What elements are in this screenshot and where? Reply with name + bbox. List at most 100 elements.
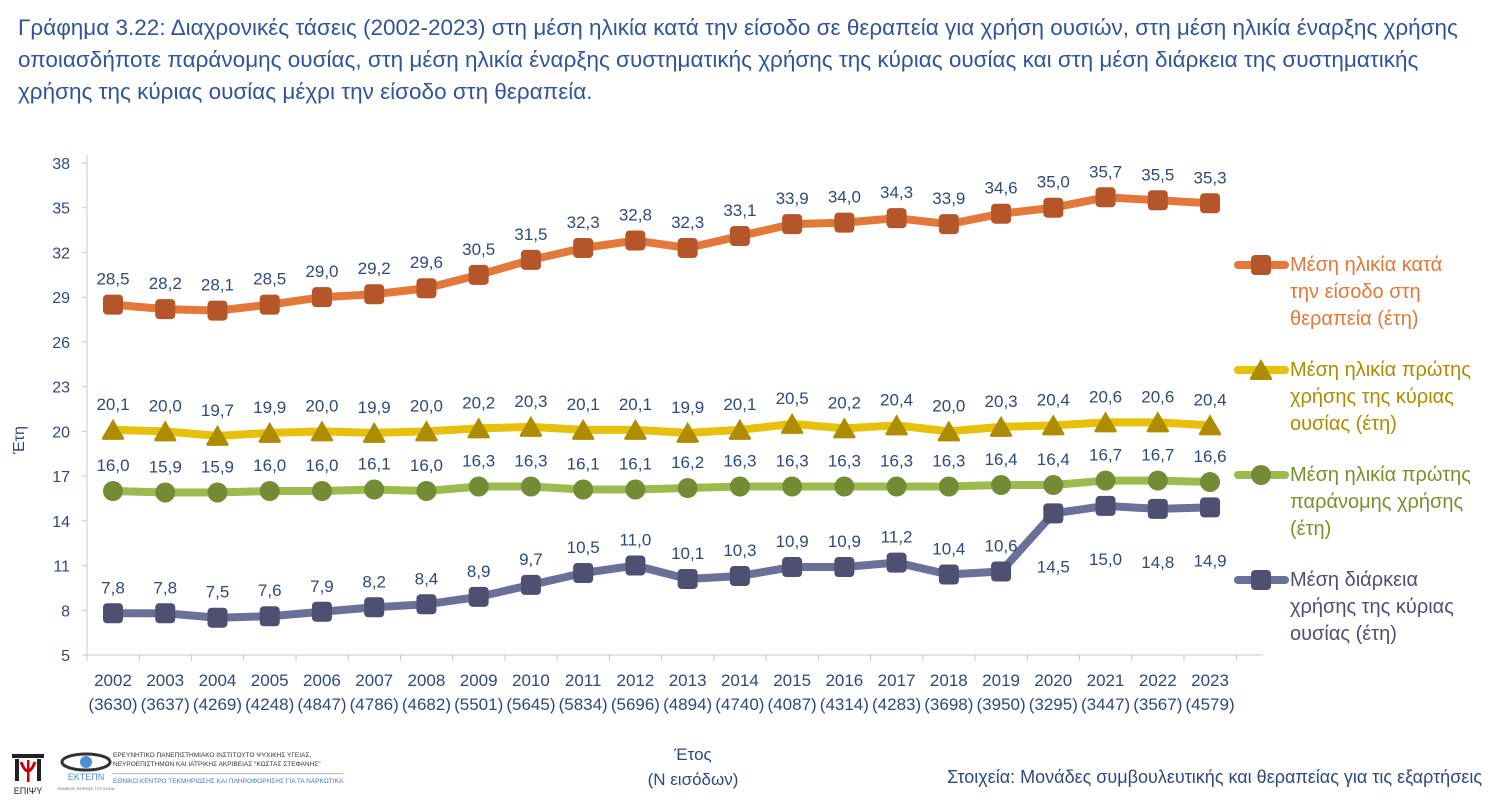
x-tick-label: 2012 <box>616 671 654 690</box>
ektepn-sub: ΕΘΝΙΚΟΣ ΦΟΡΕΑΣ ΤΟΥ EUDA <box>57 786 114 791</box>
series-2: 16,0 15,9 15,9 16,0 16,0 16,1 16,0 16,3 16,3 16,1… <box>96 446 1227 503</box>
data-point <box>886 476 907 497</box>
x-tick-n-label: (3698) <box>924 695 973 714</box>
x-tick-label: 2002 <box>94 671 132 690</box>
x-tick-n-label: (4248) <box>245 695 294 714</box>
data-label: 7,6 <box>258 581 282 600</box>
series-3: 7,8 7,8 7,5 7,6 7,9 8,2 8,4 8,9 9,7 10,5 11,0 10,1 1… <box>101 495 1227 628</box>
data-label: 20,0 <box>410 396 443 415</box>
data-label: 16,1 <box>619 455 652 474</box>
y-tick-label: 20 <box>52 424 70 441</box>
data-point <box>468 476 489 497</box>
y-tick-label: 26 <box>52 335 70 352</box>
data-point <box>782 214 803 235</box>
data-point <box>519 415 543 437</box>
data-point <box>101 418 125 440</box>
legend-text: Μέση ηλικία πρώτης <box>1290 464 1471 486</box>
data-point <box>571 418 595 440</box>
x-tick-n-label: (4314) <box>820 695 869 714</box>
data-point <box>1095 495 1116 516</box>
data-point <box>938 476 959 497</box>
data-label: 20,1 <box>567 395 600 414</box>
data-point <box>520 249 541 270</box>
data-point <box>729 226 750 247</box>
data-label: 8,2 <box>362 572 386 591</box>
data-label: 34,3 <box>880 183 913 202</box>
data-point <box>103 603 123 624</box>
data-label: 20,4 <box>1193 390 1226 409</box>
data-point <box>677 237 698 258</box>
data-label: 28,5 <box>96 270 129 289</box>
data-point <box>573 237 594 258</box>
x-tick-n-label: (3950) <box>977 695 1026 714</box>
data-label: 7,9 <box>310 577 334 596</box>
data-point <box>364 284 385 305</box>
data-label: 8,4 <box>415 569 439 588</box>
data-point <box>207 300 228 321</box>
data-label: 35,0 <box>1037 173 1070 192</box>
institute-line1: ΕΡΕΥΝΗΤΙΚΟ ΠΑΝΕΠΙΣΤΗΜΙΑΚΟ ΙΝΣΤΙΤΟΥΤΟ ΨΥΧ… <box>113 752 312 759</box>
source-note: Στοιχεία: Μονάδες συμβουλευτικής και θερ… <box>947 767 1482 787</box>
data-point <box>834 212 855 233</box>
data-label: 16,7 <box>1141 446 1174 465</box>
legend-marker-icon <box>1251 465 1271 485</box>
y-tick-label: 14 <box>52 514 70 531</box>
x-tick-label: 2005 <box>251 671 289 690</box>
data-label: 9,7 <box>519 550 543 569</box>
y-tick-label: 38 <box>52 156 70 173</box>
data-label: 34,6 <box>985 179 1018 198</box>
data-label: 20,0 <box>305 396 338 415</box>
x-axis-title: Έτος <box>674 745 712 764</box>
legend-text: παράνομης χρήσης <box>1290 491 1464 513</box>
y-axis-title: Έτη <box>11 426 28 455</box>
data-point <box>310 420 334 442</box>
x-tick-n-label: (5834) <box>559 695 608 714</box>
data-label: 20,2 <box>462 393 495 412</box>
series-1: 20,1 20,0 19,7 19,9 20,0 19,9 20,0 20,2 20,3 20,1… <box>96 387 1227 446</box>
data-point <box>885 414 908 436</box>
data-point <box>991 475 1012 496</box>
x-tick-n-label: (4682) <box>402 695 451 714</box>
y-tick-label: 8 <box>61 603 70 620</box>
data-point <box>259 294 280 315</box>
series-line <box>112 193 1211 315</box>
legend-text: Μέση διάρκεια <box>1290 569 1419 591</box>
data-label: 31,5 <box>514 225 547 244</box>
data-label: 16,7 <box>1089 446 1122 465</box>
data-point <box>364 479 385 500</box>
x-tick-n-label: (4740) <box>715 695 764 714</box>
data-label: 33,9 <box>932 189 965 208</box>
logos: ΕΠΙΨΥ ΕΚΤΕΠΝ ΕΘΝΙΚΟΣ ΦΟΡΕΑΣ ΤΟΥ EUDA ΕΡΕ… <box>8 748 353 798</box>
data-label: 11,0 <box>619 531 651 550</box>
data-label: 10,3 <box>723 541 756 560</box>
data-point <box>520 476 541 497</box>
data-point <box>886 208 907 229</box>
data-label: 20,6 <box>1141 387 1174 406</box>
x-tick-label: 2009 <box>460 671 498 690</box>
data-point <box>311 481 332 501</box>
x-tick-n-label: (3630) <box>88 695 137 714</box>
data-label: 35,5 <box>1141 165 1174 184</box>
data-point <box>206 424 229 446</box>
data-point <box>311 601 332 622</box>
x-tick-n-label: (4894) <box>663 695 712 714</box>
data-label: 16,0 <box>305 456 338 475</box>
data-point <box>1043 197 1064 218</box>
x-tick-n-label: (4087) <box>768 695 817 714</box>
x-tick-n-label: (4283) <box>872 695 921 714</box>
data-point <box>1042 414 1065 436</box>
data-point <box>1095 187 1116 208</box>
x-tick-n-label: (5696) <box>611 695 660 714</box>
series-line <box>112 476 1211 497</box>
data-label: 20,4 <box>1037 390 1070 409</box>
data-point <box>103 294 123 315</box>
x-tick-n-label: (4847) <box>297 695 346 714</box>
legend-text: χρήσης της κύριας <box>1290 596 1454 618</box>
data-label: 7,5 <box>206 583 230 602</box>
data-label: 14,5 <box>1037 557 1070 576</box>
data-label: 16,0 <box>96 456 129 475</box>
x-tick-label: 2015 <box>773 671 811 690</box>
data-point <box>729 476 750 497</box>
data-label: 20,6 <box>1089 387 1122 406</box>
